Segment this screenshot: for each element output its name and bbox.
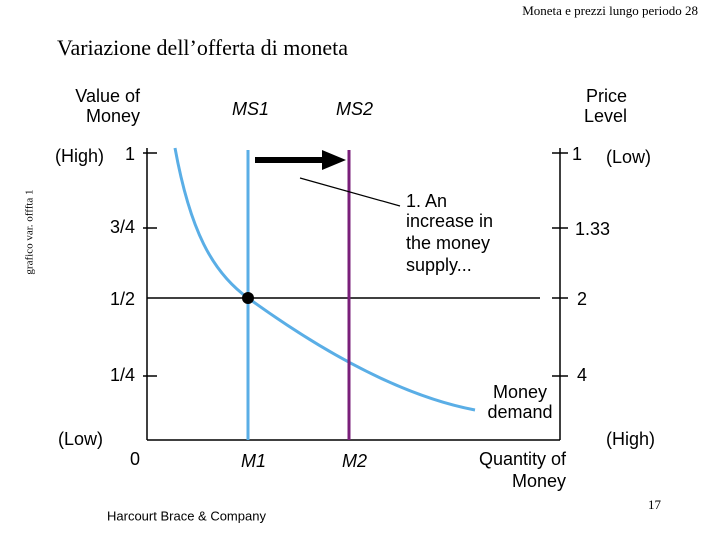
ms2-label: MS2 (336, 99, 373, 119)
left-tick: 1/2 (110, 289, 135, 309)
equilibrium-point (242, 292, 254, 304)
right-tick: 1.33 (575, 219, 610, 239)
m2-label: M2 (342, 451, 367, 471)
page-number: 17 (648, 497, 662, 512)
origin: 0 (130, 449, 140, 469)
left-high: (High) (55, 146, 104, 166)
right-low: (Low) (606, 147, 651, 167)
bottom-axis-title: Money (512, 471, 566, 491)
annotation: the money (406, 233, 490, 253)
left-axis-title: Value of (75, 86, 141, 106)
left-low: (Low) (58, 429, 103, 449)
demand-curve (173, 147, 476, 412)
arrow-head (322, 150, 346, 170)
labels: Value of Money (High) 1 3/4 1/2 1/4 (Low… (55, 86, 655, 491)
side-note: grafico var. offfta 1 (24, 189, 36, 274)
m1-label: M1 (241, 451, 266, 471)
ms1-label: MS1 (232, 99, 269, 119)
demand-label: Money (493, 382, 547, 402)
left-tick: 1 (125, 144, 135, 164)
demand-label: demand (487, 402, 552, 422)
annotation: supply... (406, 255, 472, 275)
right-tick: 1 (572, 144, 582, 164)
left-tick: 3/4 (110, 217, 135, 237)
right-axis-title: Price (586, 86, 627, 106)
right-high: (High) (606, 429, 655, 449)
right-tick: 4 (577, 365, 587, 385)
annotation: 1. An (406, 191, 447, 211)
left-tick: 1/4 (110, 365, 135, 385)
slide-title: Variazione dell’offerta di moneta (57, 35, 348, 60)
bottom-axis-title: Quantity of (479, 449, 567, 469)
left-axis-title: Money (86, 106, 140, 126)
axes (143, 148, 568, 441)
running-title: Moneta e prezzi lungo periodo 28 (522, 3, 698, 18)
annotation: increase in (406, 211, 493, 231)
right-tick: 2 (577, 289, 587, 309)
pointer-line (299, 177, 401, 207)
publisher: Harcourt Brace & Company (107, 508, 266, 523)
right-axis-title: Level (584, 106, 627, 126)
